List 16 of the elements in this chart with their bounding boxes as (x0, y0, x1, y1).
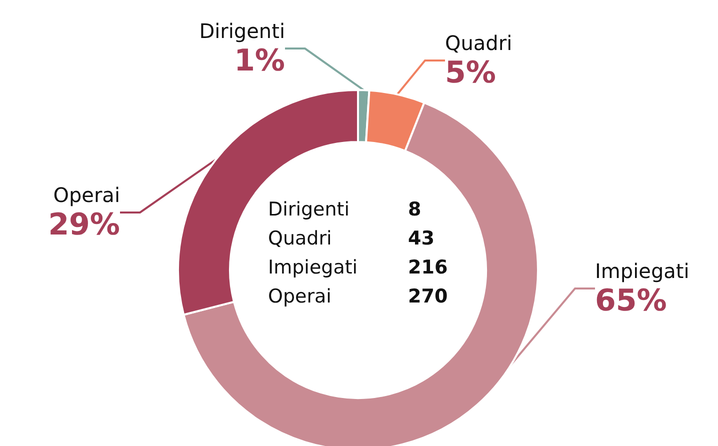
data-label: 65% (595, 284, 667, 318)
text: 216 (408, 256, 448, 278)
slice-label: Quadri (445, 31, 512, 55)
text: Dirigenti (268, 198, 350, 220)
text: 43 (408, 228, 434, 250)
text: 8 (408, 198, 422, 220)
slice-label: Dirigenti (199, 19, 285, 43)
text: 270 (408, 286, 448, 308)
data-label: 5% (445, 56, 496, 90)
data-label: 29% (48, 208, 120, 242)
text: Impiegati (268, 256, 358, 278)
slice-label: Impiegati (595, 259, 690, 283)
text: Quadri (268, 228, 332, 250)
text: Operai (268, 286, 332, 308)
data-label: 1% (234, 44, 285, 78)
slice-label: Operai (53, 183, 120, 207)
